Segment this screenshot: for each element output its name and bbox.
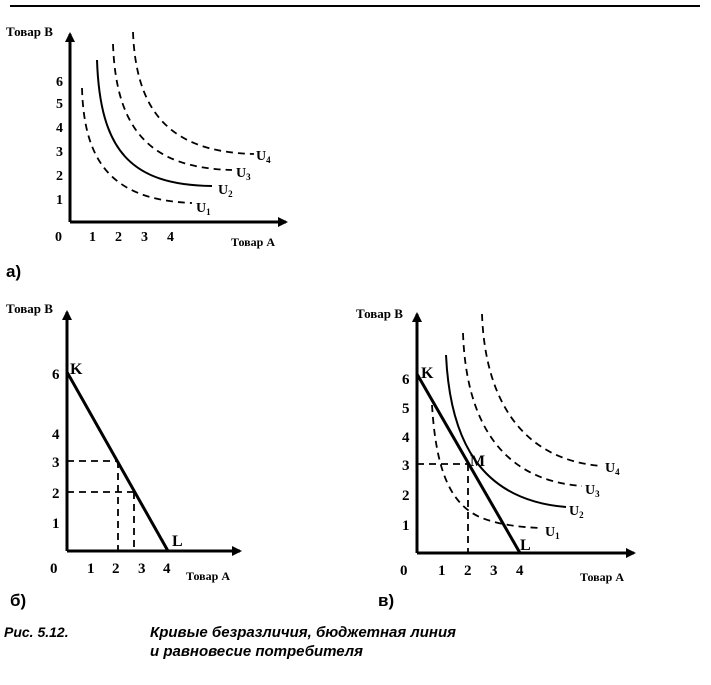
- panel-b-x-tick-0: 0: [50, 561, 58, 577]
- panel-c-point-m: M: [470, 453, 485, 470]
- panel-a: Товар В 6 5 4 3 2 1 0 1 2 3 4 Товар А U1…: [6, 24, 288, 281]
- panel-c-x-tick-1: 1: [438, 563, 446, 579]
- panel-c-y-tick-2: 2: [402, 488, 410, 504]
- panel-a-curve-u4-label: U4: [256, 149, 271, 165]
- panel-c-curve-u2-label: U2: [569, 504, 584, 520]
- panel-a-y-tick-1: 1: [56, 193, 63, 208]
- panel-a-x-tick-2: 2: [115, 230, 122, 245]
- panel-c-y-tick-4: 4: [402, 430, 410, 446]
- panel-c-curve-u1: [431, 404, 541, 529]
- panel-a-curve-u3: [112, 43, 233, 171]
- panel-b-point-l: L: [172, 533, 183, 550]
- panel-a-y-tick-4: 4: [56, 121, 63, 136]
- panel-c-curve-u1-label: U1: [545, 525, 560, 541]
- panel-a-y-tick-3: 3: [56, 145, 63, 160]
- panel-a-x-tick-0: 0: [55, 230, 62, 245]
- panel-a-curve-u4: [132, 31, 255, 155]
- panel-a-curve-u1: [81, 87, 193, 204]
- panel-b: Товар В 6 4 3 2 1 0 1 2 3 4 Товар А K L …: [6, 301, 242, 610]
- panel-a-x-tick-4: 4: [167, 230, 174, 245]
- panel-c-curve-u3: [462, 332, 583, 487]
- panel-c-point-l: L: [520, 537, 531, 554]
- panel-c-curve-u4: [481, 313, 603, 467]
- panel-c-curve-u4-label: U4: [605, 461, 620, 477]
- caption-number: Рис. 5.12.: [4, 624, 69, 640]
- panel-c-x-axis-label: Товар А: [580, 570, 624, 584]
- panel-a-curve-u3-label: U3: [236, 166, 251, 182]
- panel-c-curve-u2: [445, 354, 567, 508]
- panel-b-y-tick-1: 1: [52, 516, 60, 532]
- panel-c-budget-line: [415, 373, 522, 554]
- panel-c-label: в): [378, 591, 394, 610]
- panel-a-y-tick-5: 5: [56, 97, 63, 112]
- panel-b-label: б): [10, 591, 26, 610]
- panel-b-y-tick-6: 6: [52, 367, 60, 383]
- panel-a-curve-u2: [96, 59, 213, 187]
- panel-a-curve-u1-label: U1: [196, 201, 211, 217]
- panel-b-x-axis-label: Товар А: [186, 569, 230, 583]
- panel-c-x-tick-0: 0: [400, 563, 408, 579]
- figure-caption: Рис. 5.12. Кривые безразличия, бюджетная…: [4, 624, 456, 660]
- panel-c-y-axis-label: Товар В: [356, 306, 403, 321]
- panel-b-y-tick-2: 2: [52, 486, 60, 502]
- panel-a-x-tick-1: 1: [89, 230, 96, 245]
- panel-c: Товар В 6 5 4 3 2 1 0 1 2 3 4 Товар А K …: [356, 306, 636, 610]
- panel-a-y-tick-6: 6: [56, 75, 63, 90]
- caption-line-1: Кривые безразличия, бюджетная линия: [150, 624, 456, 641]
- panel-c-y-tick-5: 5: [402, 401, 410, 417]
- panel-a-curve-u2-label: U2: [218, 183, 233, 199]
- panel-a-y-tick-2: 2: [56, 169, 63, 184]
- panel-a-x-axis-label: Товар А: [231, 235, 275, 249]
- panel-b-y-tick-3: 3: [52, 455, 60, 471]
- panel-b-x-tick-1: 1: [87, 561, 95, 577]
- panel-b-y-axis-label: Товар В: [6, 301, 53, 316]
- panel-c-curve-u3-label: U3: [585, 483, 600, 499]
- panel-c-x-tick-4: 4: [516, 563, 524, 579]
- panel-b-y-tick-4: 4: [52, 427, 60, 443]
- panel-c-point-k: K: [421, 365, 434, 382]
- panel-c-x-tick-2: 2: [464, 563, 472, 579]
- panel-a-y-axis-label: Товар В: [6, 24, 53, 39]
- panel-a-x-tick-3: 3: [141, 230, 148, 245]
- panel-b-point-k: K: [70, 361, 83, 378]
- panel-a-label: а): [6, 262, 21, 281]
- panel-c-y-tick-3: 3: [402, 458, 410, 474]
- panel-b-x-tick-3: 3: [138, 561, 146, 577]
- panel-c-y-tick-6: 6: [402, 372, 410, 388]
- panel-b-x-tick-2: 2: [112, 561, 120, 577]
- caption-line-2: и равновесие потребителя: [150, 643, 363, 660]
- panel-c-x-tick-3: 3: [490, 563, 498, 579]
- panel-b-x-tick-4: 4: [163, 561, 171, 577]
- panel-c-y-tick-1: 1: [402, 518, 410, 534]
